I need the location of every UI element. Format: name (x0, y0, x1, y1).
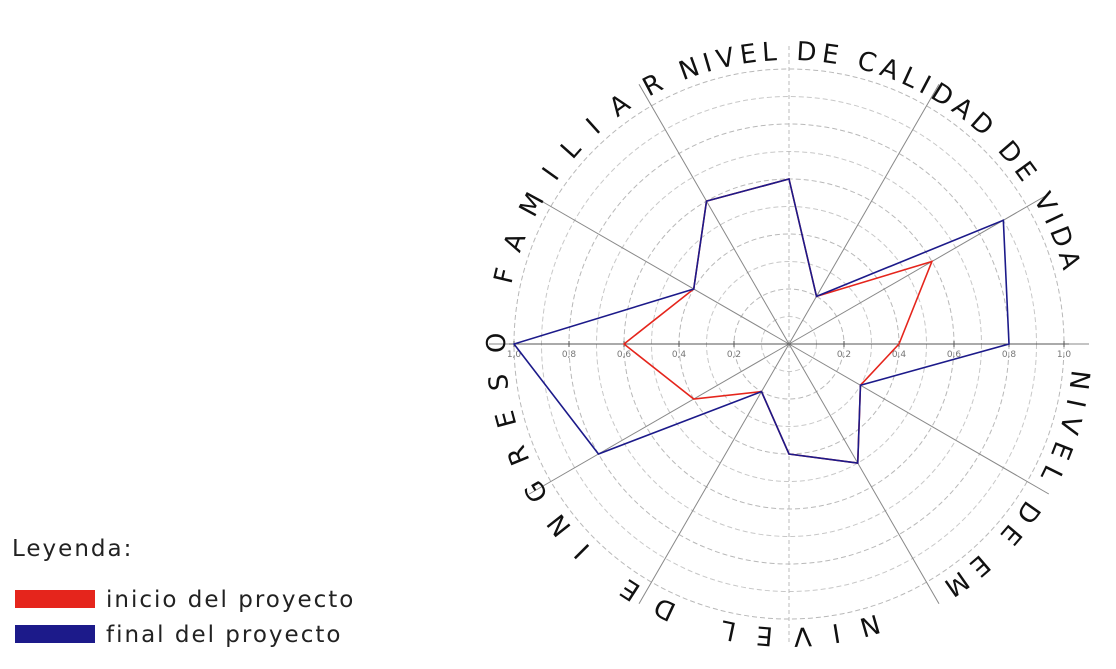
r-tick-label: 0,6 (947, 350, 962, 360)
axis-label-text: NIVEL DE EMPLEO (0, 0, 1095, 602)
axis-label-text: NIVEL DE CALIDAD DE VIDA (675, 37, 1086, 273)
series-line (622, 178, 934, 464)
spoke (788, 83, 940, 345)
r-tick-label: 1,0 (507, 350, 522, 360)
r-tick-label: 0,8 (562, 350, 577, 360)
r-tick-label: 0,4 (892, 350, 907, 360)
spoke (788, 343, 940, 605)
axis-label: NIVEL DE EMPLEO (0, 0, 1095, 602)
legend-label: inicio del proyecto (106, 587, 355, 613)
spoke (638, 83, 790, 345)
spoke (528, 343, 790, 495)
spoke (788, 193, 1050, 345)
r-tick-label: 0,8 (1002, 350, 1017, 360)
spoke (638, 343, 790, 605)
r-tick-label: 0,2 (727, 350, 741, 360)
legend-swatch (15, 590, 95, 608)
spoke (788, 343, 1050, 495)
r-tick-label: 1,0 (1057, 350, 1072, 360)
series-line (512, 178, 1010, 464)
axis-label: NIVEL DE CALIDAD DE VIDA (675, 37, 1086, 273)
r-tick-label: 0,2 (837, 350, 851, 360)
legend-swatch (15, 625, 95, 643)
legend-label: final del proyecto (106, 622, 342, 648)
legend-title: Leyenda: (12, 536, 133, 562)
r-tick-label: 0,4 (672, 350, 687, 360)
spoke (528, 193, 790, 345)
r-tick-label: 0,6 (617, 350, 632, 360)
